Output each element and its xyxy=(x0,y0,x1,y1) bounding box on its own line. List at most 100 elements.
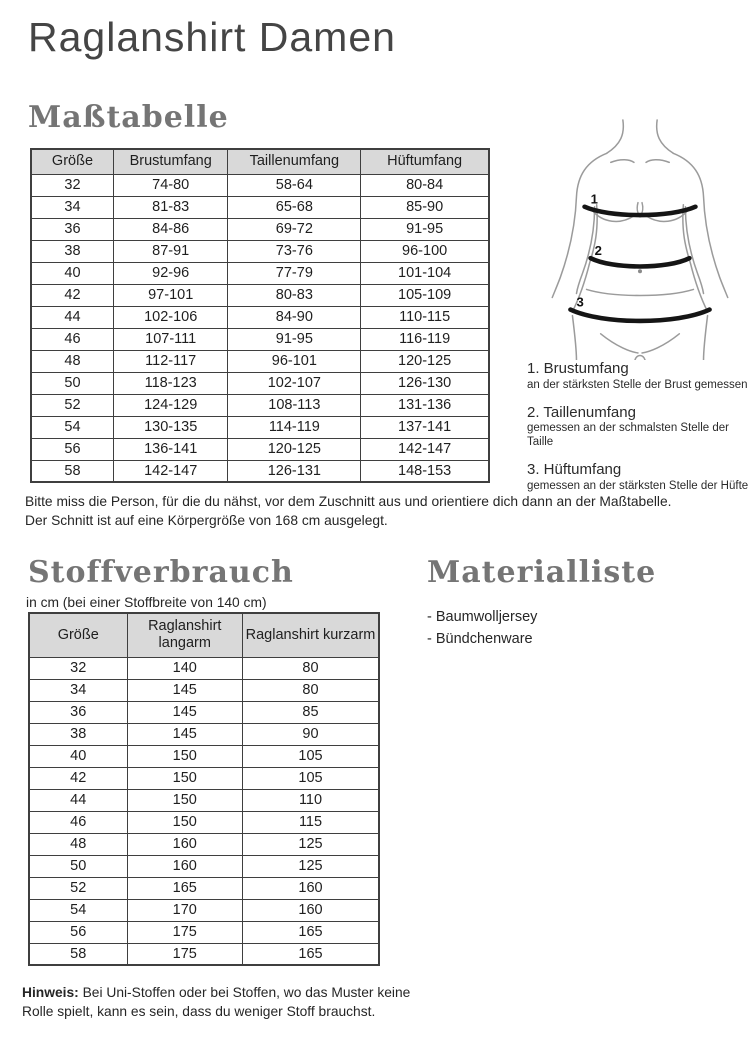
annotation-brustumfang: 1. Brustumfang an der stärksten Stelle d… xyxy=(527,360,752,393)
table-cell: 96-100 xyxy=(360,239,490,263)
table-cell: 125 xyxy=(242,832,380,856)
table-cell: 90 xyxy=(242,722,380,746)
table-cell: 69-72 xyxy=(227,217,362,241)
table-row: 34 145 80 xyxy=(28,678,380,702)
table-cell: 101-104 xyxy=(360,261,490,285)
table-cell: 80-83 xyxy=(227,283,362,307)
material-item: - Baumwolljersey xyxy=(427,609,538,625)
section-heading-stoffverbrauch: Stoffverbrauch xyxy=(28,555,294,590)
table-row: 44 102-106 84-90 110-115 xyxy=(30,305,490,329)
table-row: 36 84-86 69-72 91-95 xyxy=(30,217,490,241)
table-cell: 54 xyxy=(30,415,114,439)
table-cell: 48 xyxy=(30,349,114,373)
table-cell: 120-125 xyxy=(360,349,490,373)
table-cell: 42 xyxy=(28,766,128,790)
note-line: Bitte miss die Person, für die du nähst,… xyxy=(25,494,672,509)
waist-band xyxy=(588,255,692,269)
table-row: 44 150 110 xyxy=(28,788,380,812)
table-cell: 165 xyxy=(126,876,243,900)
table-row: 52 124-129 108-113 131-136 xyxy=(30,393,490,417)
table-cell: 136-141 xyxy=(112,437,229,461)
table-cell: 126-131 xyxy=(227,459,362,483)
body-measurement-figure: 1 2 3 xyxy=(534,118,746,361)
page-title: Raglanshirt Damen xyxy=(28,14,396,60)
table-cell: 116-119 xyxy=(360,327,490,351)
table-row: 58 142-147 126-131 148-153 xyxy=(30,459,490,483)
table-row: 48 160 125 xyxy=(28,832,380,856)
table-row: 38 87-91 73-76 96-100 xyxy=(30,239,490,263)
table-cell: 130-135 xyxy=(112,415,229,439)
table-cell: 54 xyxy=(28,898,128,922)
table-row: 52 165 160 xyxy=(28,876,380,900)
table-cell: 50 xyxy=(28,854,128,878)
table-cell: 40 xyxy=(30,261,114,285)
table-cell: 32 xyxy=(28,656,128,680)
figure-marker-2: 2 xyxy=(595,243,602,258)
table-cell: 85-90 xyxy=(360,195,490,219)
table-cell: 148-153 xyxy=(360,459,490,483)
table-cell: 58 xyxy=(30,459,114,483)
table-cell: 102-106 xyxy=(112,305,229,329)
table-row: 32 140 80 xyxy=(28,656,380,680)
table-cell: 56 xyxy=(30,437,114,461)
table-row: 46 150 115 xyxy=(28,810,380,834)
table-header-cell: Taillenumfang xyxy=(227,148,362,175)
table-row: 42 97-101 80-83 105-109 xyxy=(30,283,490,307)
table-cell: 105 xyxy=(242,744,380,768)
table-cell: 175 xyxy=(126,920,243,944)
table-cell: 38 xyxy=(28,722,128,746)
figure-marker-3: 3 xyxy=(576,295,583,310)
section-heading-masstabelle: Maßtabelle xyxy=(28,100,229,135)
table-row: 48 112-117 96-101 120-125 xyxy=(30,349,490,373)
material-item: - Bündchenware xyxy=(427,631,533,648)
stoffverbrauch-subtitle: in cm (bei einer Stoffbreite von 140 cm) xyxy=(26,595,267,610)
table-row: 54 130-135 114-119 137-141 xyxy=(30,415,490,439)
table-cell: 46 xyxy=(28,810,128,834)
table-cell: 120-125 xyxy=(227,437,362,461)
navel-dot xyxy=(637,269,643,274)
table-cell: 165 xyxy=(242,942,380,966)
table-row: 46 107-111 91-95 116-119 xyxy=(30,327,490,351)
table-row: 50 160 125 xyxy=(28,854,380,878)
material-list: - Baumwolljersey - Bündchenware xyxy=(427,606,537,651)
table-cell: 126-130 xyxy=(360,371,490,395)
table-cell: 110 xyxy=(242,788,380,812)
annotation-description: gemessen an der schmalsten Stelle der Ta… xyxy=(527,422,729,449)
table-cell: 108-113 xyxy=(227,393,362,417)
table-cell: 160 xyxy=(242,876,380,900)
table-cell: 110-115 xyxy=(360,305,490,329)
table-cell: 142-147 xyxy=(360,437,490,461)
table-cell: 112-117 xyxy=(112,349,229,373)
annotation-label: 2. Taillenumfang xyxy=(527,403,636,421)
table-row: 42 150 105 xyxy=(28,766,380,790)
table-cell: 102-107 xyxy=(227,371,362,395)
table-header-cell: Hüftumfang xyxy=(360,148,490,175)
table-cell: 52 xyxy=(30,393,114,417)
table-cell: 142-147 xyxy=(112,459,229,483)
table-header-cell: Größe xyxy=(30,148,114,175)
figure-marker-1: 1 xyxy=(591,192,598,207)
hip-band xyxy=(568,307,712,324)
table-cell: 97-101 xyxy=(112,283,229,307)
measurement-table: Größe Brustumfang Taillenumfang Hüftumfang 3… xyxy=(30,148,490,483)
table-header-cell: Größe xyxy=(28,612,128,658)
table-cell: 56 xyxy=(28,920,128,944)
table-cell: 96-101 xyxy=(227,349,362,373)
table-cell: 38 xyxy=(30,239,114,263)
table-cell: 80 xyxy=(242,656,380,680)
table-cell: 46 xyxy=(30,327,114,351)
table-cell: 52 xyxy=(28,876,128,900)
table-cell: 34 xyxy=(30,195,114,219)
table-cell: 105 xyxy=(242,766,380,790)
table-cell: 84-90 xyxy=(227,305,362,329)
table-row: 54 170 160 xyxy=(28,898,380,922)
table-cell: 40 xyxy=(28,744,128,768)
table-cell: 58 xyxy=(28,942,128,966)
table-cell: 150 xyxy=(126,788,243,812)
table-cell: 80 xyxy=(242,678,380,702)
table-cell: 84-86 xyxy=(112,217,229,241)
table-cell: 115 xyxy=(242,810,380,834)
table-cell: 145 xyxy=(126,700,243,724)
table-cell: 137-141 xyxy=(360,415,490,439)
